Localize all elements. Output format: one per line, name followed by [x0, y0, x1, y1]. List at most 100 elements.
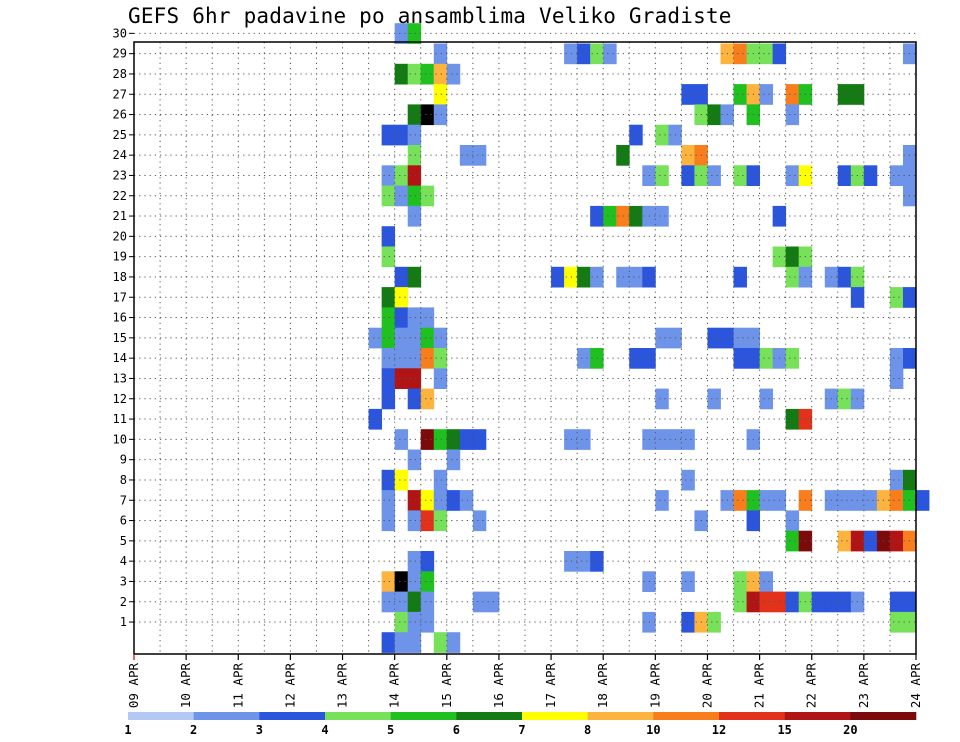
precip-cell: [433, 632, 448, 653]
y-tick-label: 13: [113, 371, 127, 385]
y-tick-label: 11: [113, 412, 127, 426]
x-axis: 09 APR 10 APR 11 APR 12 APR 13 APR 14 APR 15 A…: [126, 654, 923, 708]
precip-cell: [889, 490, 904, 511]
precip-cell: [485, 591, 500, 613]
precip-cell: [837, 84, 852, 105]
precip-cell: [733, 266, 747, 288]
y-tick-label: 25: [113, 128, 127, 142]
precip-cell: [603, 205, 617, 227]
precip-cell: [655, 124, 669, 146]
precip-cell: [433, 327, 448, 349]
precip-cell: [863, 490, 878, 511]
y-tick-label: 1: [120, 615, 127, 629]
precip-cell: [889, 165, 904, 186]
precip-cell: [785, 246, 800, 268]
y-tick-label: 29: [113, 47, 127, 61]
precip-cell: [420, 307, 435, 329]
precip-cell: [420, 611, 435, 633]
precip-cell: [407, 165, 422, 186]
precip-cell: [707, 611, 721, 633]
precip-cell: [381, 327, 396, 349]
precip-cell: [446, 449, 461, 471]
colorbar-label: 4: [321, 723, 328, 737]
precip-cell: [394, 469, 409, 491]
precip-cell: [420, 348, 435, 369]
y-tick-label: 30: [113, 26, 127, 40]
y-tick-label: 27: [113, 87, 127, 101]
precip-cell: [381, 185, 396, 207]
colorbar-label: 6: [453, 723, 460, 737]
colorbar-swatch: [390, 712, 457, 720]
precip-cell: [394, 591, 409, 613]
x-tick-label: 20 APR: [699, 663, 714, 709]
precip-cell: [681, 469, 695, 491]
precip-cell: [707, 388, 721, 410]
precip-cell: [733, 84, 747, 105]
precip-cell: [681, 165, 695, 186]
precip-cell: [407, 348, 422, 369]
precip-cell: [759, 388, 774, 410]
precip-cell: [759, 490, 774, 511]
precip-cell: [407, 185, 422, 207]
precip-cell: [472, 429, 487, 450]
grid-lines: [134, 32, 916, 654]
precip-cell: [407, 104, 422, 126]
precip-cell: [394, 348, 409, 369]
colorbar-swatch: [128, 712, 194, 720]
precip-cell: [420, 327, 435, 349]
precip-cell: [759, 84, 774, 105]
precip-cell: [420, 388, 435, 410]
precip-cell: [603, 43, 617, 65]
precip-cell: [811, 591, 826, 613]
precip-cell: [577, 43, 591, 65]
precip-cell: [381, 388, 396, 410]
y-tick-label: 19: [113, 250, 127, 264]
y-tick-label: 28: [113, 67, 127, 81]
precip-cell: [785, 348, 800, 369]
colorbar-swatch: [587, 712, 654, 720]
precip-cell: [459, 490, 474, 511]
precip-cell: [381, 591, 396, 613]
y-tick-label: 26: [113, 108, 127, 122]
x-tick-label: 18 APR: [595, 663, 610, 709]
precip-cell: [577, 266, 591, 288]
precip-cell: [407, 124, 422, 146]
precip-cell: [394, 185, 409, 207]
y-tick-label: 8: [120, 473, 127, 487]
precip-cell: [733, 591, 747, 613]
x-tick-label: 19 APR: [647, 663, 662, 709]
precip-cell: [785, 530, 800, 552]
precip-cell: [407, 63, 422, 85]
colorbar-swatch: [719, 712, 785, 720]
y-tick-label: 16: [113, 311, 127, 325]
precip-cell: [916, 490, 930, 511]
precip-cell: [433, 429, 448, 450]
precip-cell: [420, 571, 435, 592]
precip-cell: [394, 327, 409, 349]
precip-cell: [863, 530, 878, 552]
y-tick-label: 14: [113, 351, 127, 365]
precip-cell: [420, 429, 435, 450]
colorbar-swatch: [456, 712, 523, 720]
precip-cell: [733, 165, 747, 186]
precip-cell: [381, 490, 396, 511]
y-tick-label: 2: [120, 595, 127, 609]
precip-cell: [394, 124, 409, 146]
precip-cell: [407, 205, 422, 227]
precip-cell: [407, 145, 422, 166]
precip-cell: [394, 571, 409, 592]
precip-cell: [733, 571, 747, 592]
y-tick-label: 20: [113, 229, 127, 243]
precip-cell: [407, 591, 422, 613]
precip-cell: [655, 327, 669, 349]
precip-cell: [407, 266, 422, 288]
x-tick-label: 14 APR: [387, 663, 402, 709]
x-tick-label: 22 APR: [804, 663, 819, 709]
x-tick-label: 15 APR: [439, 663, 454, 709]
precip-cell: [381, 368, 396, 389]
y-tick-label: 4: [120, 554, 127, 568]
precip-cell: [472, 591, 487, 613]
precip-cell: [420, 185, 435, 207]
precip-cell: [381, 510, 396, 532]
precip-cell: [759, 43, 774, 65]
